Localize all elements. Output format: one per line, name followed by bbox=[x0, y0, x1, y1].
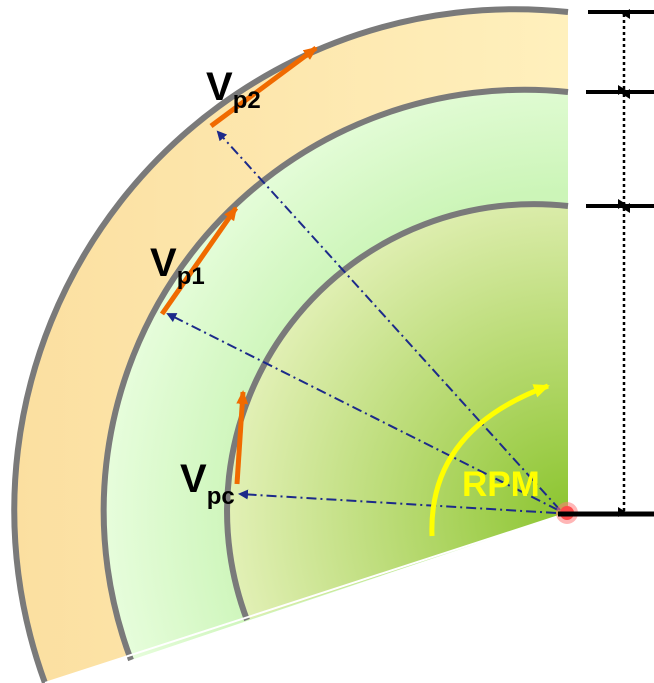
rpm-rotation-arrow bbox=[429, 383, 550, 537]
label-vpc-main: V bbox=[180, 457, 207, 501]
label-vp1-sub: p1 bbox=[177, 263, 205, 290]
core-region bbox=[227, 204, 568, 620]
label-vp2: Vp2 bbox=[206, 65, 261, 114]
label-vp2-main: V bbox=[206, 65, 233, 109]
outer-boundary bbox=[11, 6, 569, 683]
velocity-arrow-p1 bbox=[159, 206, 239, 316]
radius-line-p1 bbox=[166, 313, 559, 511]
sector-edge bbox=[44, 512, 569, 683]
label-vpc: Vpc bbox=[180, 457, 235, 510]
label-vp1: Vp1 bbox=[150, 241, 205, 290]
label-vp1-main: V bbox=[150, 241, 177, 285]
label-vp2-sub: p2 bbox=[233, 87, 261, 114]
middle-boundary bbox=[100, 86, 569, 662]
radius-line-pc bbox=[238, 489, 557, 514]
velocity-arrow-p2 bbox=[209, 45, 318, 129]
radius-line-p2 bbox=[216, 130, 561, 511]
dimension-markers bbox=[558, 8, 654, 517]
core-boundary bbox=[224, 201, 569, 622]
rpm-label: RPM bbox=[462, 465, 540, 504]
label-vpc-sub: pc bbox=[207, 483, 235, 510]
velocity-arrow-pc bbox=[234, 390, 249, 485]
